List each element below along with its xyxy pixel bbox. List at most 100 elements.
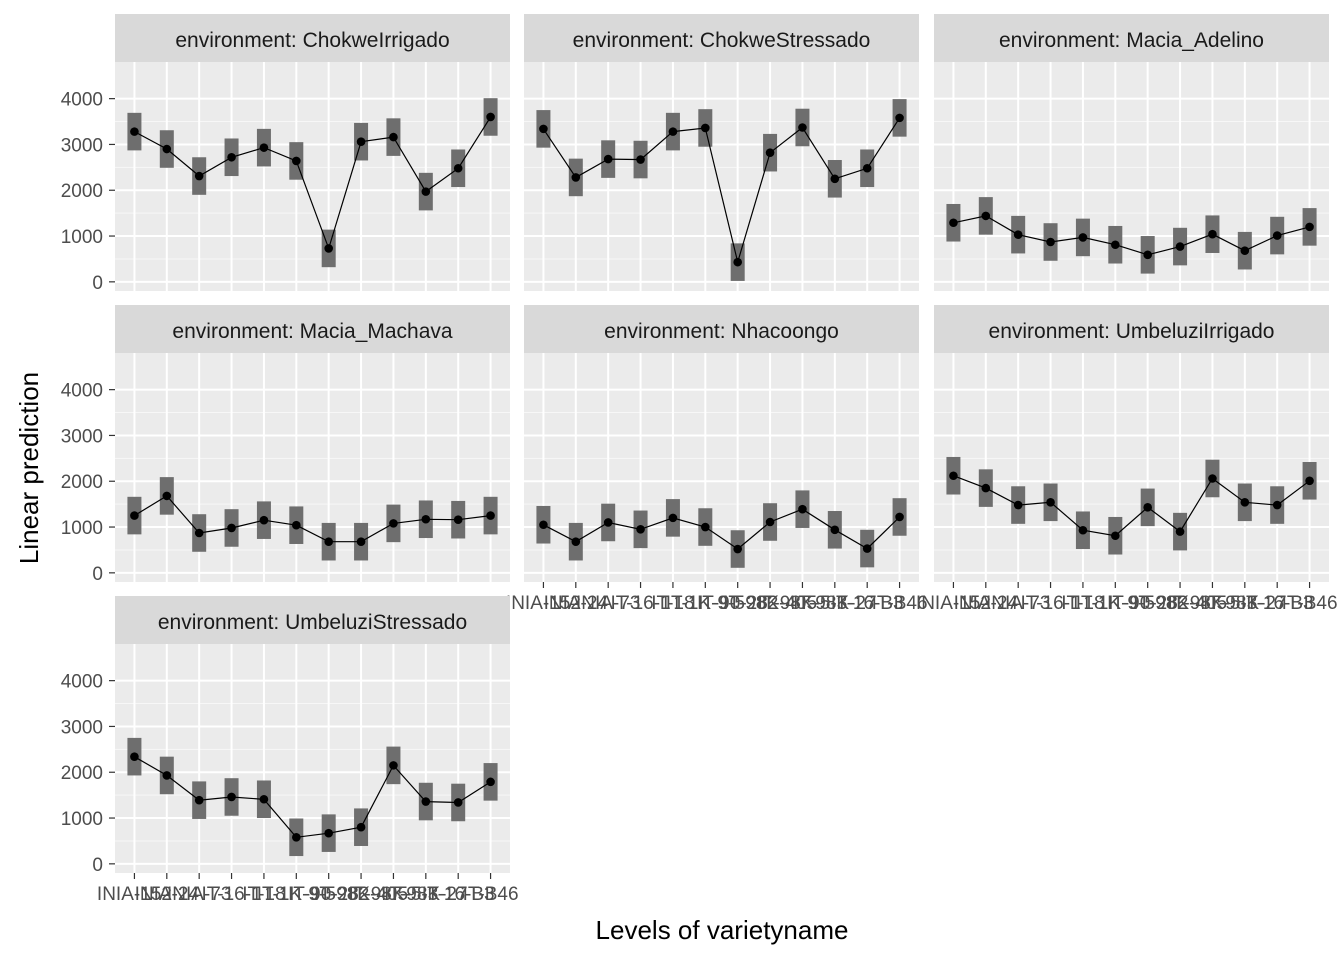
- data-point: [1046, 237, 1055, 247]
- y-tick-label: 1000: [61, 809, 103, 830]
- x-tick-label: IT-B46: [872, 593, 928, 614]
- x-tick-label: IT-98K-27: [1203, 593, 1286, 614]
- data-point: [895, 113, 904, 123]
- panel-strip: [524, 14, 919, 62]
- data-point: [949, 471, 958, 481]
- data-point: [259, 515, 269, 525]
- x-tick-label: INIA-152: [97, 884, 172, 905]
- data-point: [486, 511, 495, 520]
- data-point: [1111, 240, 1120, 250]
- data-point: [324, 537, 333, 546]
- x-tick-label: INIA-24: [544, 593, 609, 614]
- x-tick-label: IT-16-B3: [422, 884, 495, 905]
- data-point: [798, 123, 807, 132]
- data-point: [1143, 250, 1152, 260]
- y-tick-label: 4000: [61, 672, 103, 693]
- data-point: [949, 218, 958, 228]
- y-tick-label: 2000: [61, 763, 103, 784]
- data-point: [227, 792, 236, 802]
- y-tick-label: 0: [92, 855, 103, 876]
- x-tick-label: IT-98K-405: [314, 884, 408, 905]
- data-point: [636, 155, 645, 164]
- data-point: [733, 544, 742, 554]
- y-tick-label: 3000: [61, 717, 103, 738]
- series-line: [542, 117, 901, 265]
- series-line: [953, 215, 1310, 256]
- data-point: [162, 144, 172, 154]
- data-point: [1013, 500, 1023, 510]
- x-tick-label: IT-B46: [463, 884, 519, 905]
- data-point: [603, 518, 613, 527]
- data-point: [733, 257, 742, 267]
- y-tick-label: 2000: [61, 181, 103, 202]
- series-line: [543, 508, 901, 550]
- panel-strip-label: environment: ChokweIrrigado: [175, 29, 449, 52]
- x-tick-label: INIA-73: [576, 593, 640, 614]
- data-point: [259, 143, 269, 152]
- data-point: [1078, 525, 1088, 535]
- data-point: [421, 187, 431, 196]
- y-tick-label: 0: [92, 564, 103, 585]
- data-point: [1305, 222, 1314, 232]
- y-tick-label: 3000: [61, 426, 103, 447]
- x-tick-label: IT-98K-27: [793, 593, 876, 614]
- data-point: [194, 171, 204, 181]
- x-tick-label: IT-98K-5-3: [349, 884, 439, 905]
- x-tick-label: IT-90-282: [697, 593, 778, 614]
- panels-layer: environment: ChokweIrrigado 0 1000 2000 3000…: [61, 14, 1338, 905]
- data-point: [1240, 498, 1250, 507]
- x-tick-label: IT-16-B3: [831, 593, 904, 614]
- data-point: [981, 211, 991, 221]
- series-line: [134, 756, 491, 838]
- data-point: [259, 794, 269, 804]
- data-point: [603, 154, 613, 164]
- data-point: [830, 525, 840, 535]
- plot-background: [115, 62, 510, 291]
- data-point: [1272, 500, 1282, 510]
- data-point: [862, 544, 872, 553]
- x-tick-label: INIA-24: [954, 593, 1019, 614]
- data-point: [1240, 246, 1250, 255]
- data-point: [571, 173, 581, 182]
- data-point: [798, 504, 807, 514]
- data-point: [356, 822, 366, 832]
- panel-strip-label: environment: UmbeluziIrrigado: [989, 320, 1275, 343]
- x-tick-label: IT-16-B3: [1241, 593, 1314, 614]
- panel-strip: [115, 596, 510, 644]
- data-point: [981, 483, 991, 493]
- panel-strip-label: environment: Nhacoongo: [604, 320, 839, 343]
- x-tick-label: IT-90-282: [1107, 593, 1188, 614]
- x-tick-label: IT-1K-9-5: [666, 593, 745, 614]
- plot-background: [524, 62, 919, 291]
- data-point: [194, 795, 204, 805]
- data-point: [389, 519, 398, 528]
- data-point: [765, 517, 775, 527]
- panel-strip: [115, 14, 510, 62]
- panel-ChokweStressado: environment: ChokweStressado: [524, 14, 919, 291]
- plot-background: [934, 62, 1329, 291]
- data-point: [356, 137, 366, 146]
- x-tick-label: INIA-152: [916, 593, 991, 614]
- x-tick-label: IT-B46: [1282, 593, 1338, 614]
- data-point: [324, 244, 333, 253]
- data-point: [701, 123, 710, 133]
- data-point: [227, 152, 236, 162]
- data-point: [539, 124, 548, 134]
- plot-background: [934, 353, 1329, 582]
- data-point: [194, 528, 204, 538]
- data-point: [895, 512, 904, 522]
- x-axis-title: Levels of varietyname: [596, 915, 849, 945]
- data-point: [539, 520, 548, 530]
- panel-strip-label: environment: Macia_Machava: [172, 320, 452, 343]
- data-point: [421, 514, 431, 524]
- data-point: [162, 491, 172, 501]
- panel-ChokweIrrigado: environment: ChokweIrrigado 0 1000 2000 3000…: [61, 14, 510, 294]
- x-tick-label: IT-1K-9-5: [257, 884, 336, 905]
- panel-Macia_Adelino: environment: Macia_Adelino: [934, 14, 1329, 291]
- y-tick-label: 3000: [61, 135, 103, 156]
- data-point: [421, 797, 431, 806]
- data-point: [1013, 230, 1023, 239]
- y-tick-label: 4000: [61, 90, 103, 111]
- data-point: [389, 132, 398, 142]
- data-point: [701, 522, 710, 532]
